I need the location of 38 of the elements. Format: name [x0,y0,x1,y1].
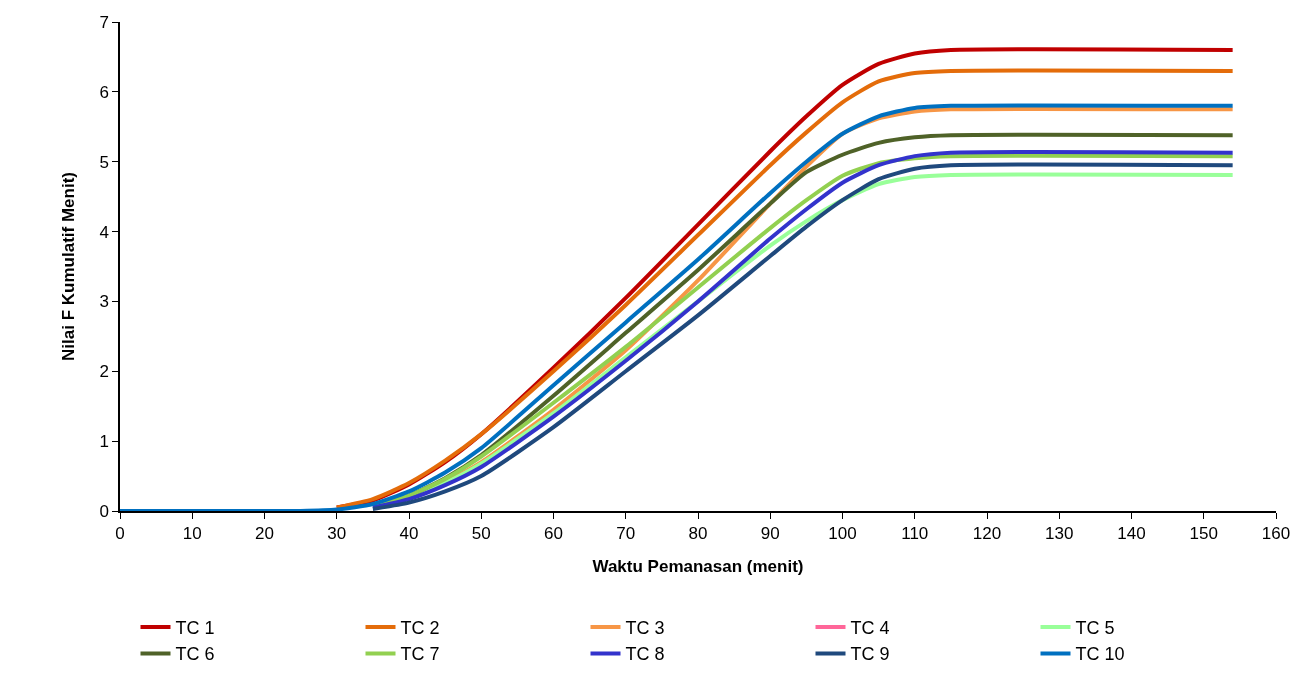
y-tick-label: 3 [99,292,109,312]
legend-label: TC 9 [850,644,890,665]
x-tick-label: 80 [688,524,708,544]
legend-label: TC 1 [175,618,215,639]
legend-label: TC 2 [400,618,440,639]
x-tick-label: 100 [828,524,857,544]
legend-label: TC 7 [400,644,440,665]
legend-label: TC 3 [625,618,665,639]
legend-label: TC 10 [1075,644,1125,665]
x-tick-label: 20 [255,524,274,544]
x-tick-label: 150 [1189,524,1218,544]
x-tick-label: 50 [471,524,491,544]
legend-label: TC 4 [850,618,890,639]
x-axis-title: Waktu Pemanasan (menit) [592,557,804,577]
y-tick-label: 1 [99,432,109,452]
x-tick-label: 0 [115,524,125,544]
y-tick-label: 4 [99,222,109,242]
legend-label: TC 6 [175,644,215,665]
x-tick-label: 110 [901,524,929,544]
x-tick-label: 30 [327,524,347,544]
x-tick-label: 130 [1045,524,1074,544]
line-series [120,103,1235,511]
legend-label: TC 5 [1075,618,1115,639]
x-tick-label: 70 [616,524,636,544]
x-tick-label: 10 [182,524,202,544]
y-tick-label: 7 [99,12,109,32]
y-tick-label: 2 [99,362,109,382]
x-tick-label: 120 [972,524,1002,544]
y-tick-label: 0 [99,501,109,521]
x-tick-label: 90 [760,524,780,544]
legend-label: TC 8 [625,644,665,665]
y-tick-label: 6 [99,82,109,102]
x-tick-label: 160 [1261,524,1291,544]
x-tick-label: 140 [1117,524,1146,544]
x-tick-label: 40 [399,524,419,544]
y-tick-label: 5 [99,152,109,172]
y-axis-title: Nilai F Kumulatif Menit) [59,172,79,361]
x-tick-label: 60 [544,524,563,544]
